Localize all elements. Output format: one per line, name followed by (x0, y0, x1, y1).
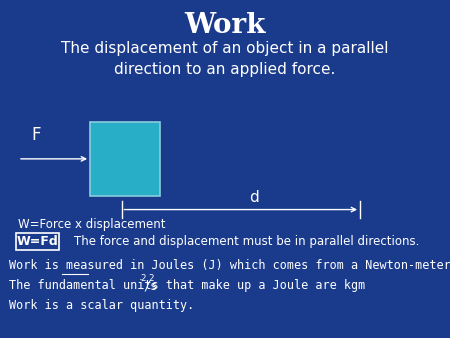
Text: F: F (31, 126, 41, 144)
Bar (90, 122, 160, 196)
Text: The fundamental units that make up a Joule are kgm: The fundamental units that make up a Jou… (9, 279, 365, 292)
Text: /s: /s (143, 279, 157, 292)
Text: 2: 2 (148, 274, 154, 283)
Bar (16, 233, 58, 250)
Text: W=Fd: W=Fd (16, 235, 58, 248)
Text: Work is measured in Joules (J) which comes from a Newton-meter (Nm).: Work is measured in Joules (J) which com… (9, 259, 450, 272)
Text: Work: Work (184, 12, 266, 39)
Text: 2: 2 (140, 274, 146, 283)
Text: Work is a scalar quantity.: Work is a scalar quantity. (9, 299, 194, 312)
Text: W=Force x displacement: W=Force x displacement (18, 218, 166, 231)
Text: The force and displacement must be in parallel directions.: The force and displacement must be in pa… (74, 235, 419, 248)
Text: d: d (249, 190, 259, 205)
Text: The displacement of an object in a parallel
direction to an applied force.: The displacement of an object in a paral… (61, 41, 389, 77)
